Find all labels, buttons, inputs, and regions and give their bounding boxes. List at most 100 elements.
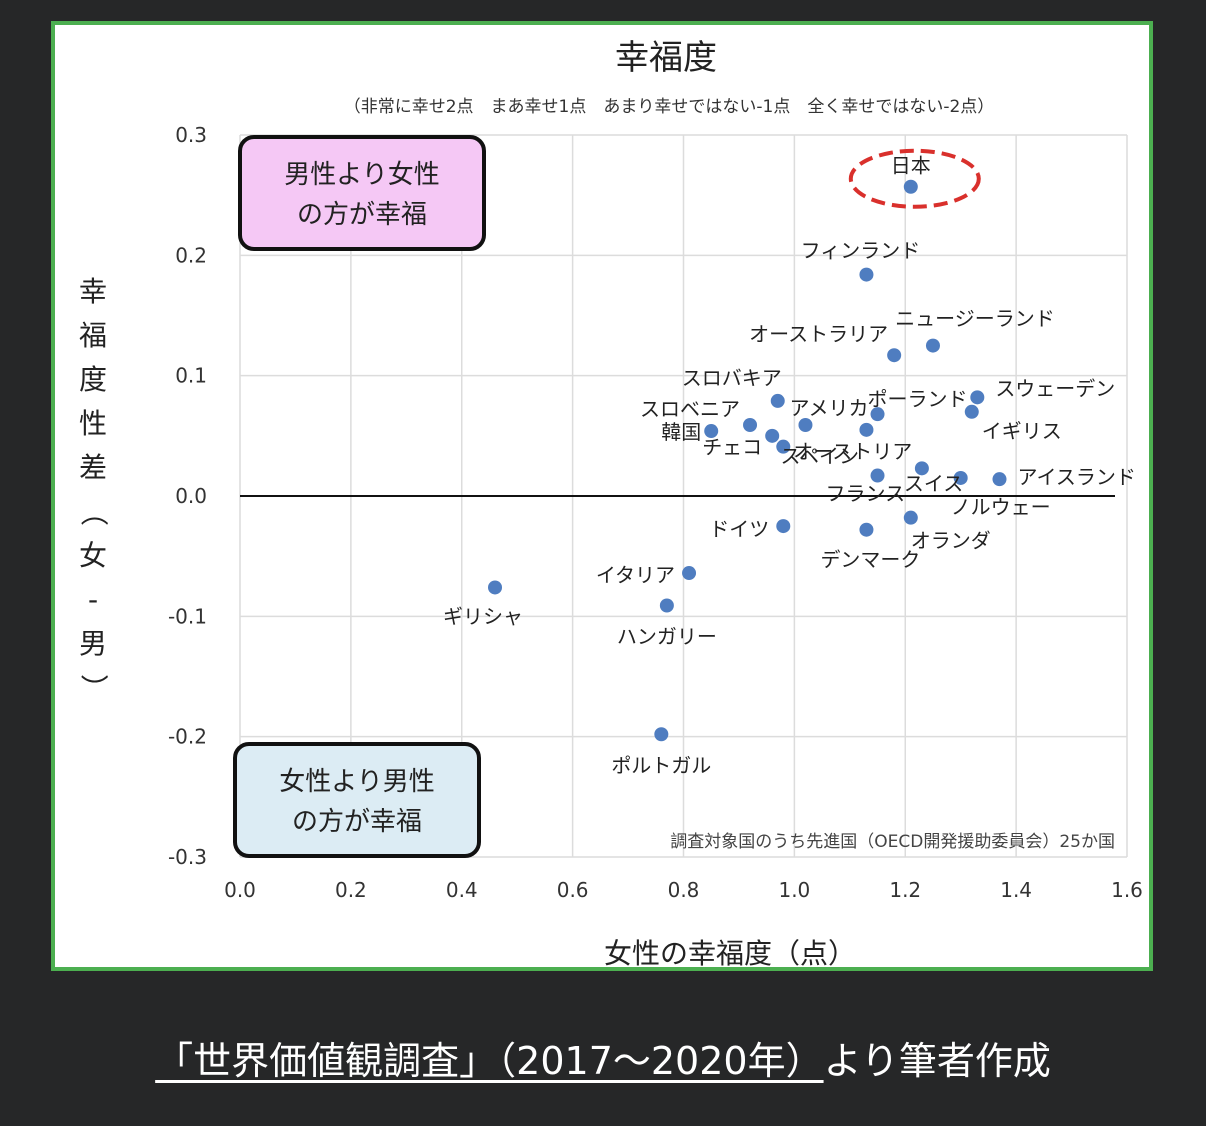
y-axis-label-char: 差 [79,451,107,484]
point-label: デンマーク [820,548,920,572]
data-point [743,418,758,433]
x-tick-label: 1.6 [1111,878,1143,902]
point-label: フランス [826,482,906,506]
point-label: ハンガリー [617,625,717,649]
data-point [798,418,813,433]
chart-subtitle: （非常に幸せ2点 まあ幸せ1点 あまり幸せではない-1点 全く幸せではない-2点… [344,97,995,117]
y-axis-label-char: - [88,583,98,616]
data-point [776,519,791,534]
data-point [914,461,929,476]
male-happier-box-line: の方が幸福 [292,807,422,837]
data-point [704,424,719,439]
point-label: ポーランド [868,387,968,411]
y-tick-label: -0.3 [168,845,207,869]
y-axis-label-char: 男 [79,627,107,660]
y-tick-label: 0.2 [175,243,207,267]
point-label: スペイン [780,444,859,468]
y-tick-label: -0.1 [168,604,207,628]
y-tick-label: 0.3 [175,123,207,147]
data-point [870,407,885,422]
highlight-layer [848,148,981,209]
female-happier-box-line: 男性より女性 [284,160,439,190]
data-point [964,404,979,419]
chart-title: 幸福度 [615,38,717,78]
point-label: 韓国 [661,420,701,444]
data-point [859,422,874,437]
data-point [765,428,780,443]
female-happier-box-line: の方が幸福 [297,200,427,230]
data-point [903,179,918,194]
point-label: フィンランド [801,239,921,263]
data-point [659,598,674,613]
sample-note: 調査対象国のうち先進国（OECD開発援助委員会）25か国 [670,832,1115,852]
highlight-ellipse [848,148,981,209]
data-points [488,179,1007,742]
y-axis-label-char: ） [77,674,110,702]
point-label: ノルウェー [951,495,1051,519]
point-label: アメリカ [789,396,868,420]
y-axis-label-char: 性 [79,407,107,440]
data-point [770,393,785,408]
data-point [887,348,902,363]
x-tick-label: 0.2 [335,878,367,902]
point-label: オーストリア [793,440,912,464]
source-caption: 「世界価値観調査」（2017〜2020年）より筆者作成 [0,1030,1206,1085]
data-point [654,727,669,742]
point-label: スロバキア [682,366,782,390]
data-point [970,390,985,405]
x-axis-label: 女性の幸福度（点） [604,937,856,967]
data-point [859,267,874,282]
y-tick-label: 0.0 [175,484,207,508]
point-label: オーストラリア [749,322,888,346]
point-label: アイスランド [1017,465,1135,489]
data-point [992,472,1007,487]
female-happier-box-frame [238,135,486,251]
data-point [488,580,503,595]
y-tick-label: -0.2 [168,725,207,749]
point-label: ポルトガル [611,753,711,777]
point-label: オランダ [911,529,991,553]
data-point [870,468,885,483]
x-tick-label: 0.0 [224,878,256,902]
male-happier-box-frame [233,742,481,858]
caption-source: 「世界価値観調査」（2017〜2020年） [155,1039,824,1083]
point-label: 日本 [891,154,931,178]
y-axis-label-char: 女 [79,539,107,572]
point-label: イギリス [982,419,1062,443]
scatter-chart: 幸福度 （非常に幸せ2点 まあ幸せ1点 あまり幸せではない-1点 全く幸せではな… [77,38,1143,967]
data-point [903,510,918,525]
y-tick-label: 0.1 [175,364,207,388]
data-point [953,470,968,485]
x-tick-label: 0.8 [668,878,700,902]
point-label: イタリア [596,563,675,587]
x-tick-label: 1.4 [1000,878,1032,902]
x-tick-labels: 0.0 0.2 0.4 0.6 0.8 1.0 1.2 1.4 1.6 [224,878,1143,902]
point-label: ギリシャ [443,604,523,628]
chart-frame: 幸福度 （非常に幸せ2点 まあ幸せ1点 あまり幸せではない-1点 全く幸せではな… [51,21,1153,971]
point-label: ニュージーランド [895,307,1055,331]
data-point [925,338,940,353]
grid-layer [239,134,1128,858]
point-label: スイス [904,471,963,495]
data-point [776,439,791,454]
y-tick-labels: 0.3 0.2 0.1 0.0 -0.1 -0.2 -0.3 [168,123,207,869]
x-tick-label: 0.6 [557,878,589,902]
male-happier-box-line: 女性より男性 [279,767,434,797]
x-tick-label: 1.0 [778,878,810,902]
y-axis-label-char: 福 [79,319,107,352]
y-axis-label-char: 度 [79,363,107,396]
data-point [682,566,697,581]
data-point [859,522,874,537]
point-label: スロベニア [640,397,740,421]
x-tick-label: 0.4 [446,878,478,902]
point-label: スウェーデン [995,376,1115,400]
point-label: ドイツ [709,517,769,541]
caption-rest: より筆者作成 [823,1039,1051,1083]
point-label: チェコ [702,435,762,459]
y-axis-label-char: （ [77,498,110,526]
